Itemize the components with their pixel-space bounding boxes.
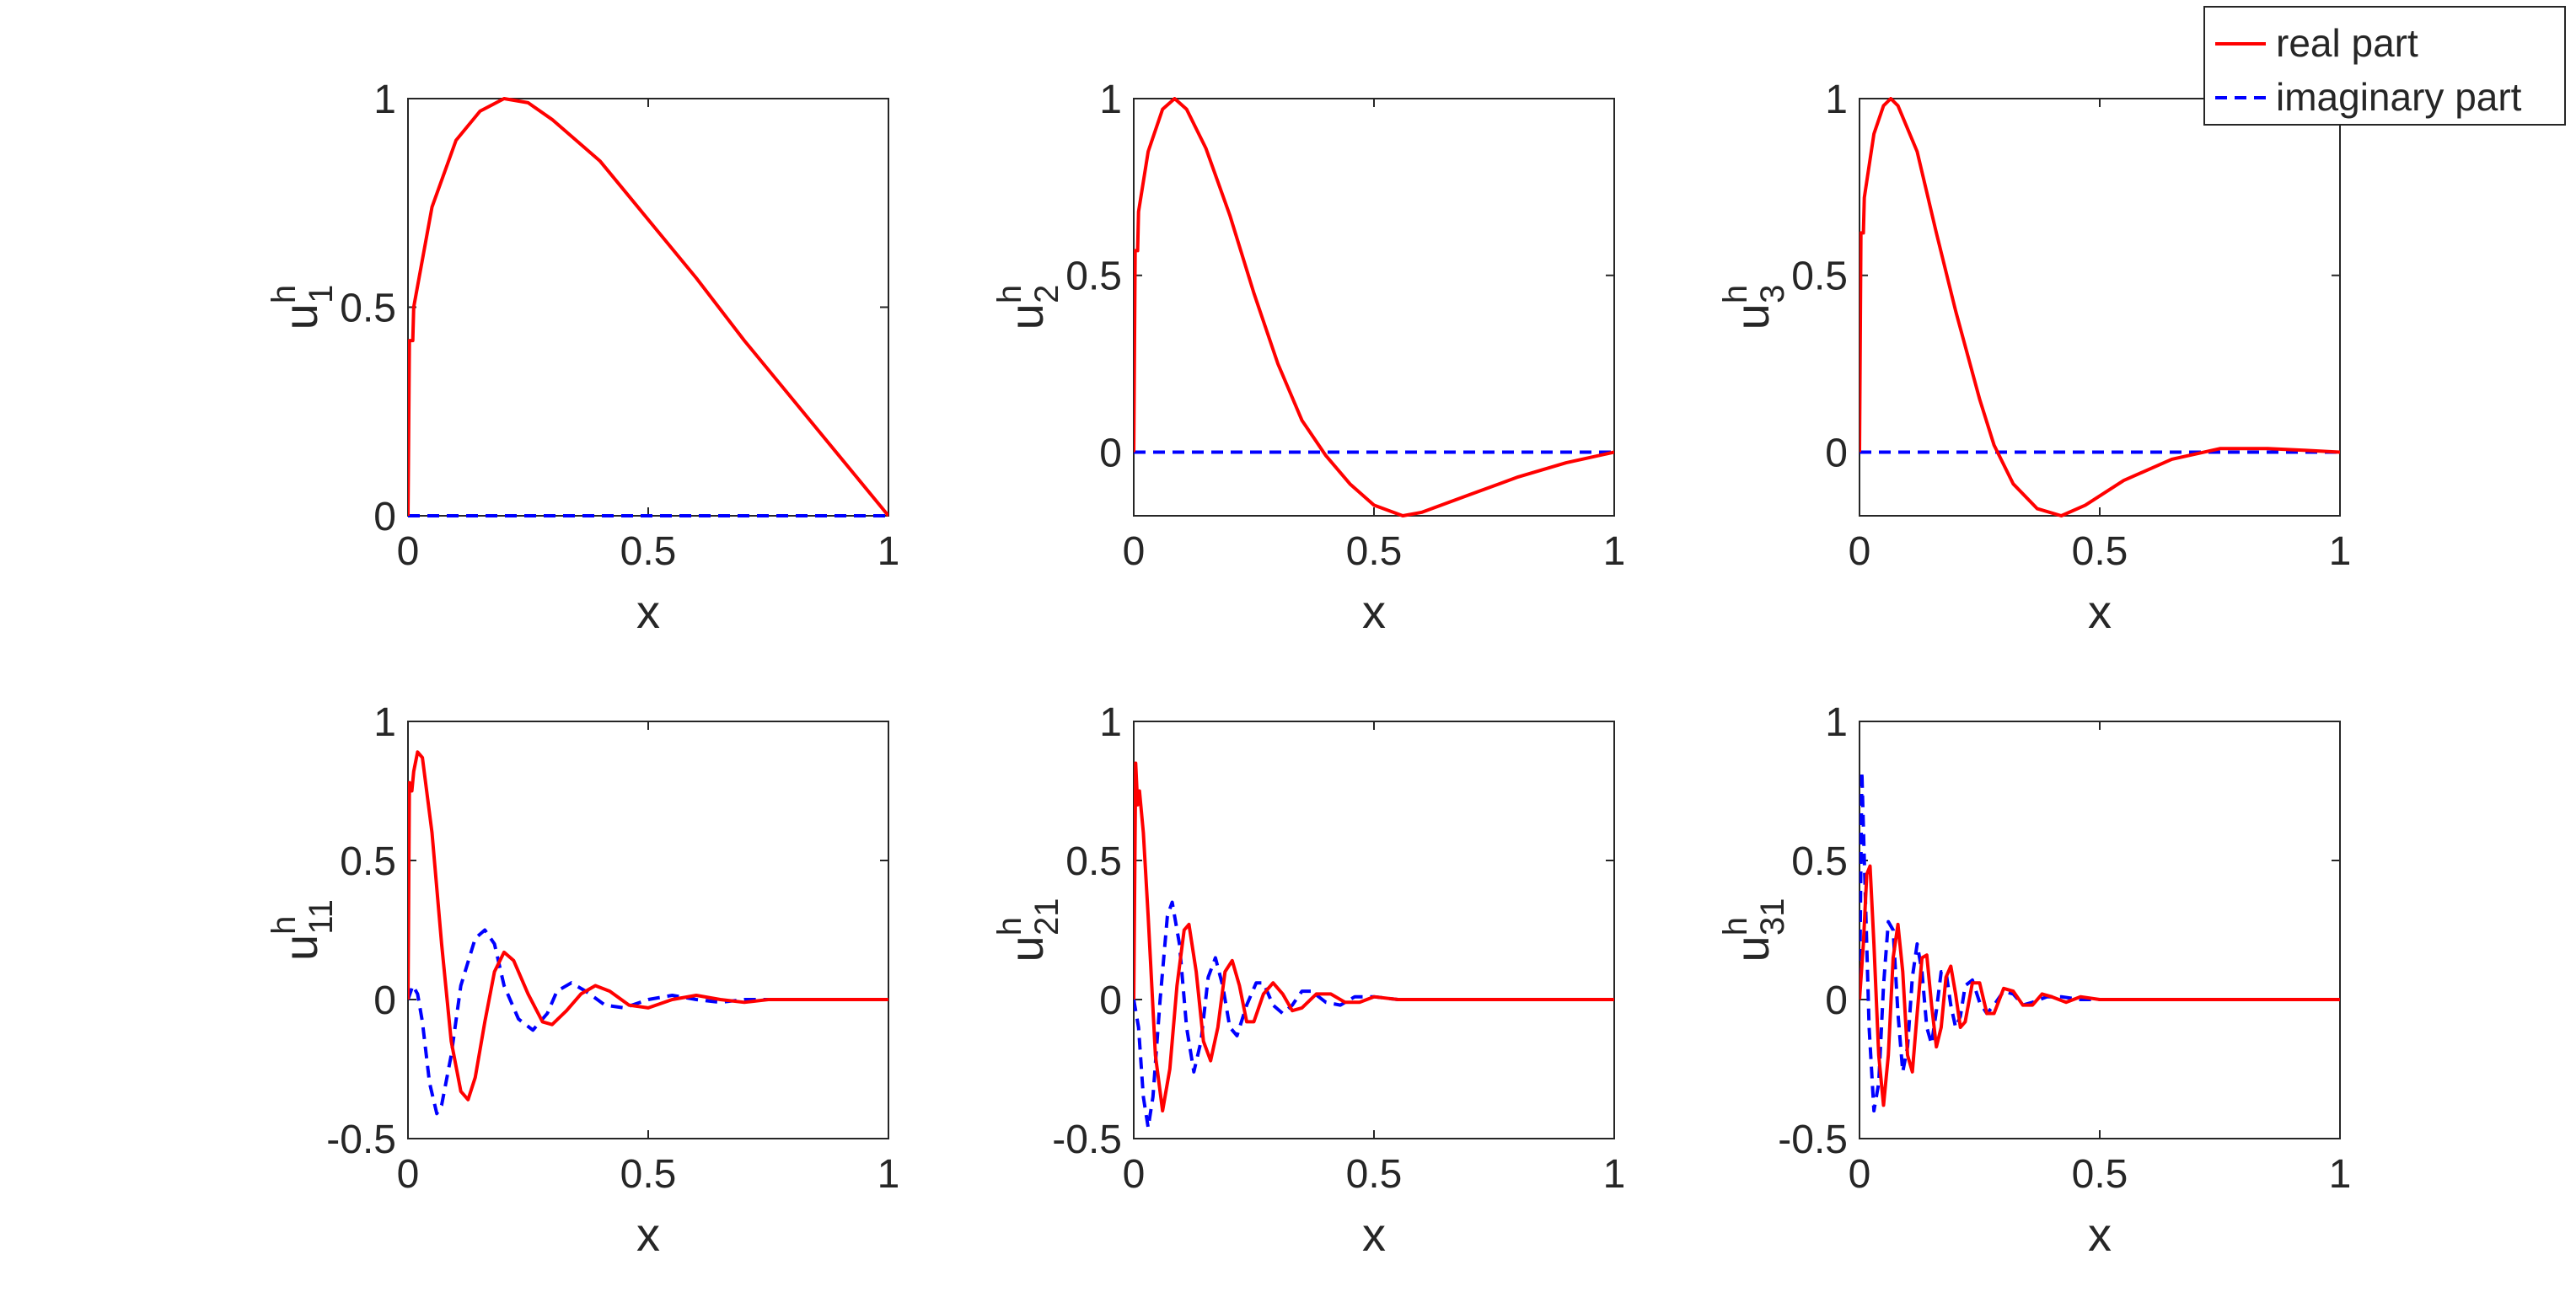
x-tick-label: 0 <box>1123 1152 1146 1197</box>
y-tick-label: 1 <box>373 700 396 745</box>
y-label-subscript: 2 <box>1028 285 1065 303</box>
y-axis-label: uh21 <box>991 898 1065 962</box>
y-axis-label: uh1 <box>266 285 340 330</box>
y-tick-label: 0.5 <box>1065 255 1122 299</box>
y-axis-label: uh31 <box>1717 898 1791 962</box>
y-label-base: u <box>1000 303 1053 330</box>
y-label-subscript: 3 <box>1754 285 1791 303</box>
real-part-line <box>408 97 888 517</box>
imaginary-part-line <box>1134 900 1614 1129</box>
x-tick-label: 0 <box>1849 1152 1871 1197</box>
axes-frame <box>1859 721 2341 1139</box>
x-tick-label: 1 <box>2329 529 2352 574</box>
y-tick-label: 0 <box>1099 978 1122 1023</box>
y-tick-label: -0.5 <box>326 1118 396 1162</box>
real-part-line <box>1860 97 2340 517</box>
x-tick-label: 0.5 <box>2072 529 2128 574</box>
y-label-subscript: 31 <box>1754 898 1791 936</box>
y-tick-label: 0 <box>1825 431 1848 475</box>
x-tick-label: 1 <box>2329 1152 2352 1197</box>
real-part-line <box>1860 864 2340 1107</box>
legend: real part imaginary part <box>2203 6 2566 126</box>
y-tick-label: 0.5 <box>1065 839 1122 884</box>
y-tick-label: 0.5 <box>1791 255 1848 299</box>
x-tick-label: 0.5 <box>2072 1152 2128 1197</box>
x-axis-label: x <box>2088 585 2112 638</box>
y-tick-label: 0 <box>373 495 396 539</box>
axes-frame <box>407 98 889 517</box>
y-label-superscript: h <box>991 917 1028 935</box>
x-axis-label: x <box>2088 1208 2112 1261</box>
y-tick-label: 1 <box>1099 700 1122 745</box>
x-tick-label: 0.5 <box>620 1152 677 1197</box>
y-label-subscript: 1 <box>303 285 340 303</box>
y-tick-label: 0 <box>1825 978 1848 1023</box>
y-label-superscript: h <box>1717 917 1754 935</box>
y-tick-label: 0 <box>1099 431 1122 475</box>
y-label-subscript: 11 <box>303 899 340 935</box>
x-tick-label: 1 <box>877 1152 900 1197</box>
y-tick-label: 1 <box>1825 78 1848 122</box>
y-label-superscript: h <box>266 285 303 303</box>
y-tick-label: 1 <box>373 78 396 122</box>
y-label-base: u <box>1000 935 1053 962</box>
axes-frame <box>1859 98 2341 517</box>
y-label-base: u <box>1725 303 1779 330</box>
real-part-line <box>1134 761 1614 1112</box>
x-tick-label: 1 <box>1603 1152 1626 1197</box>
y-label-base: u <box>1725 935 1779 962</box>
real-part-line <box>1134 97 1614 517</box>
x-tick-label: 0.5 <box>620 529 677 574</box>
x-tick-label: 1 <box>1603 529 1626 574</box>
x-tick-label: 1 <box>877 529 900 574</box>
x-axis-label: x <box>1362 585 1386 638</box>
axes-frame <box>407 721 889 1139</box>
y-label-base: u <box>274 303 327 330</box>
y-axis-label: uh3 <box>1717 285 1791 330</box>
legend-real-label: real part <box>2276 21 2418 65</box>
y-label-base: u <box>274 935 327 961</box>
y-label-subscript: 21 <box>1028 898 1065 936</box>
y-tick-label: -0.5 <box>1052 1118 1122 1162</box>
x-axis-label: x <box>636 585 660 638</box>
y-axis-label: uh11 <box>266 899 340 961</box>
subplot: 0 0.5 1 0 0.5 1 x uh3 <box>1717 78 2351 638</box>
y-label-superscript: h <box>1717 285 1754 303</box>
y-axis-label: uh2 <box>991 285 1065 330</box>
x-tick-label: 0.5 <box>1346 529 1403 574</box>
real-part-line <box>408 750 888 1102</box>
y-tick-label: 0 <box>373 978 396 1023</box>
x-tick-label: 0 <box>1123 529 1146 574</box>
legend-imag-label: imaginary part <box>2276 75 2522 119</box>
y-tick-label: 0.5 <box>340 839 396 884</box>
y-tick-label: 0.5 <box>1791 839 1848 884</box>
y-label-superscript: h <box>266 916 303 935</box>
x-tick-label: 0.5 <box>1346 1152 1403 1197</box>
x-tick-label: 0 <box>1849 529 1871 574</box>
y-tick-label: 1 <box>1825 700 1848 745</box>
x-axis-label: x <box>636 1208 660 1261</box>
x-tick-label: 0 <box>397 1152 420 1197</box>
y-tick-label: 1 <box>1099 78 1122 122</box>
x-axis-label: x <box>1362 1208 1386 1261</box>
subplot: 0 0.5 1 0 0.5 1 x uh2 <box>991 78 1625 638</box>
legend-box <box>2203 6 2566 126</box>
y-tick-label: 0.5 <box>340 287 396 331</box>
y-label-superscript: h <box>991 285 1028 303</box>
axes-frame <box>1133 721 1615 1139</box>
x-tick-label: 0 <box>397 529 420 574</box>
y-tick-label: -0.5 <box>1778 1118 1848 1162</box>
